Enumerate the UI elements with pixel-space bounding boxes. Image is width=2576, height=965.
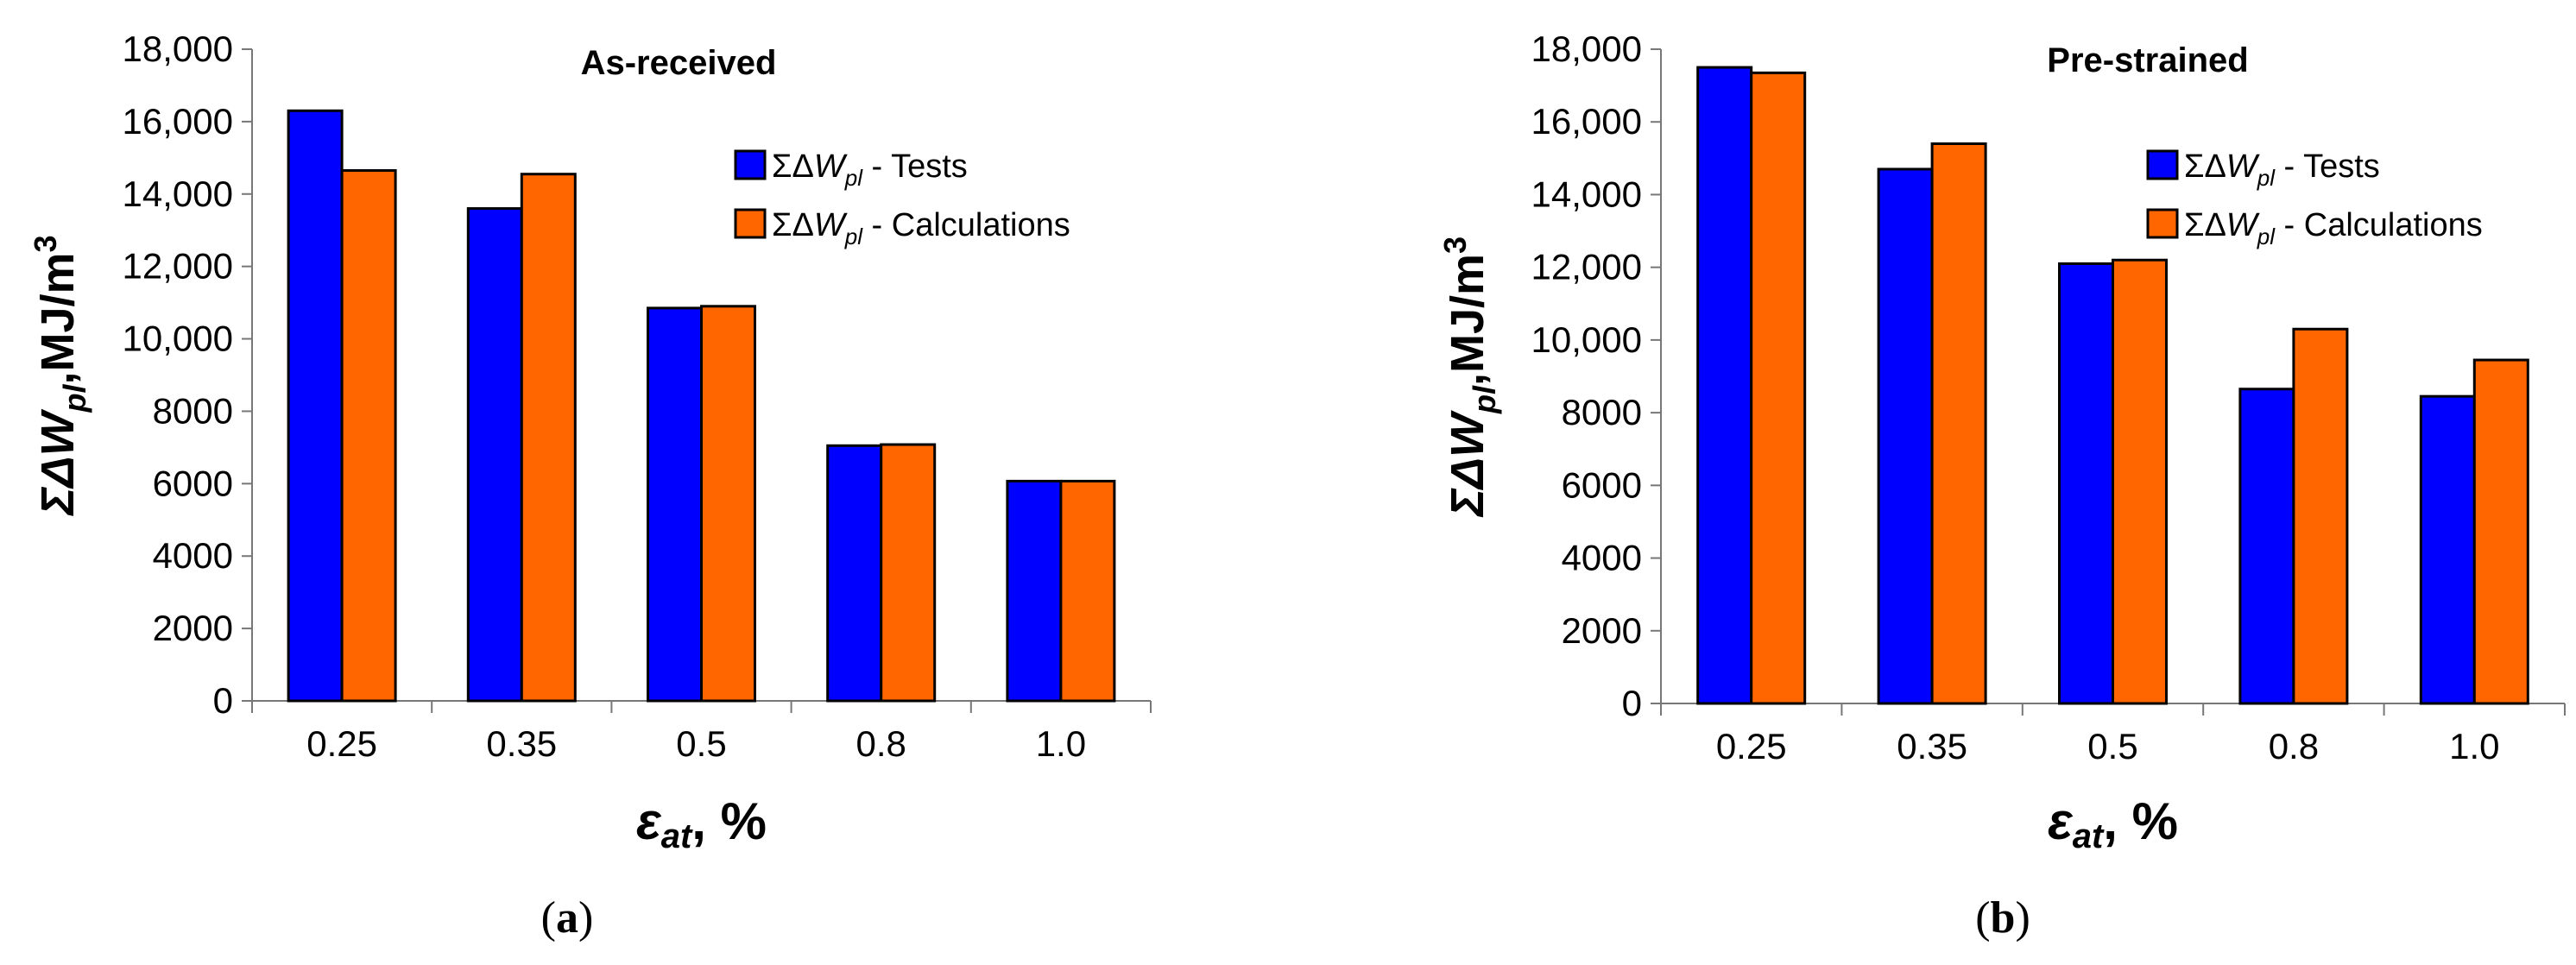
y-tick-label: 6000 [153, 463, 233, 503]
y-tick-label: 18,000 [123, 28, 233, 69]
chart-title: Pre-strained [2047, 41, 2248, 79]
x-tick-label: 0.5 [2087, 726, 2137, 766]
y-axis-label: ΣΔWpl,MJ/m3 [1437, 237, 1502, 518]
bar-calculations-0.25 [1750, 71, 1807, 705]
y-tick-label: 0 [1622, 683, 1642, 723]
y-tick-label: 10,000 [1531, 319, 1642, 360]
x-tick-label: 0.8 [856, 723, 906, 764]
y-tick-label: 12,000 [123, 246, 233, 287]
legend-label-tests: ΣΔWpl - Tests [772, 148, 968, 191]
legend-label-calculations: ΣΔWpl - Calculations [2184, 207, 2483, 249]
x-tick-label: 0.35 [1897, 726, 1967, 766]
y-tick-label: 16,000 [1531, 101, 1642, 142]
bar-tests-0.5 [2058, 262, 2114, 705]
x-axis-label: εat, % [2048, 792, 2178, 855]
x-tick-label: 1.0 [2449, 726, 2499, 766]
legend-swatch-tests [2146, 149, 2179, 180]
bar-calculations-0.8 [880, 443, 937, 703]
chart-title: As-received [581, 44, 777, 82]
y-axis-label: ΣΔWpl,MJ/m3 [28, 235, 92, 516]
legend-label-tests: ΣΔWpl - Tests [2184, 148, 2380, 191]
bar-tests-0.25 [287, 109, 344, 703]
chart-b-svg: 0 2000 4000 6000 8000 10,000 12,000 14,000 16,00… [1437, 28, 2566, 943]
y-tick-label: 16,000 [123, 101, 233, 142]
bar-calculations-0.5 [700, 305, 756, 703]
x-tick-label: 0.5 [676, 723, 726, 764]
bar-tests-0.35 [466, 207, 523, 703]
bar-calculations-1.0 [1059, 479, 1116, 703]
x-tick-label: 1.0 [1036, 723, 1086, 764]
chart-panel-a: 0 2000 4000 6000 8000 10,000 12,000 14,000 16,00… [28, 28, 1152, 943]
y-tick-label: 8000 [153, 390, 233, 431]
y-tick-label: 4000 [1562, 538, 1642, 578]
y-tick-label: 6000 [1562, 464, 1642, 505]
chart-panel-b: 0 2000 4000 6000 8000 10,000 12,000 14,000 16,00… [1416, 0, 2576, 965]
bar-calculations-0.35 [520, 173, 577, 703]
x-tick-label: 0.25 [306, 723, 377, 764]
legend-swatch-calculations [734, 208, 767, 239]
panel-caption-b: (b) [1975, 893, 2030, 943]
y-tick-label: 10,000 [123, 319, 233, 359]
x-tick-label: 0.35 [486, 723, 557, 764]
y-tick-label: 2000 [153, 608, 233, 648]
bar-tests-0.5 [647, 306, 703, 703]
bar-calculations-0.25 [340, 169, 397, 703]
y-tick-label: 8000 [1562, 392, 1642, 432]
y-tick-label: 14,000 [123, 173, 233, 214]
legend-swatch-tests [734, 149, 767, 180]
bar-tests-0.8 [2238, 388, 2295, 705]
x-tick-label: 0.25 [1716, 726, 1787, 766]
bar-calculations-0.5 [2112, 258, 2168, 705]
bar-calculations-0.35 [1930, 142, 1987, 705]
y-tick-label: 12,000 [1531, 247, 1642, 287]
bar-tests-0.8 [826, 444, 883, 703]
x-axis-label: εat, % [636, 792, 767, 855]
legend-swatch-calculations [2146, 208, 2179, 239]
panel-caption-a: (a) [541, 893, 594, 943]
bar-calculations-0.8 [2292, 327, 2349, 705]
bar-tests-1.0 [2419, 394, 2476, 705]
y-tick-label: 0 [213, 680, 233, 721]
y-tick-label: 4000 [153, 535, 233, 576]
bar-tests-1.0 [1006, 479, 1063, 703]
y-tick-label: 2000 [1562, 610, 1642, 651]
x-tick-label: 0.8 [2269, 726, 2319, 766]
chart-a-svg: 0 2000 4000 6000 8000 10,000 12,000 14,000 16,00… [28, 28, 1152, 943]
y-tick-label: 14,000 [1531, 173, 1642, 214]
bar-tests-0.35 [1877, 167, 1934, 705]
legend-label-calculations: ΣΔWpl - Calculations [772, 207, 1070, 249]
bar-calculations-1.0 [2472, 358, 2529, 705]
y-tick-label: 18,000 [1531, 28, 1642, 69]
bar-tests-0.25 [1696, 66, 1753, 705]
